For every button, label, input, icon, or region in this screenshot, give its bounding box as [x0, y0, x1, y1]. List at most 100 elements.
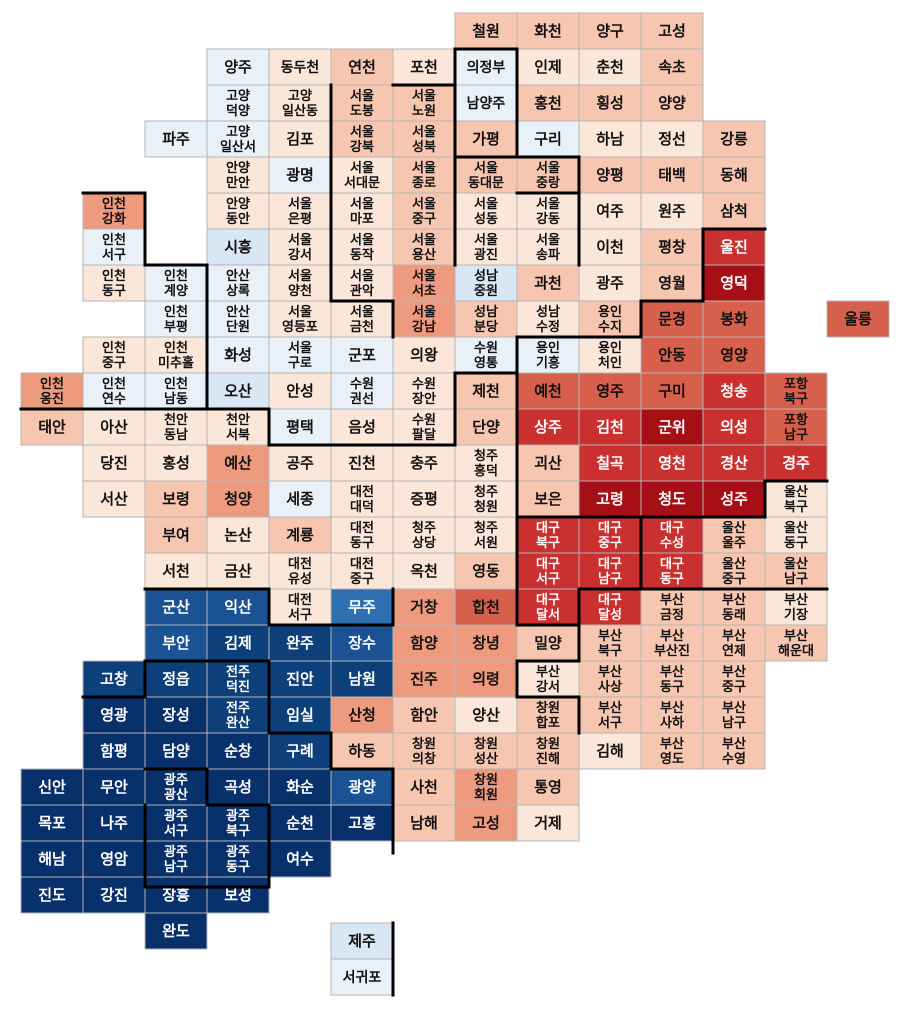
- district-label: 충주: [410, 454, 438, 472]
- district-label: 과천: [534, 274, 562, 292]
- district-tile-fill: [330, 696, 394, 734]
- district-label: 이천: [596, 238, 624, 256]
- district-tile: 대구 중구: [578, 516, 642, 554]
- district-tile: 공주: [268, 444, 332, 482]
- district-label: 철원: [472, 22, 500, 40]
- district-label: 보령: [162, 490, 190, 508]
- district-label: 장성: [162, 706, 190, 724]
- district-tile: 홍천: [516, 84, 580, 122]
- district-label: 인천 계양: [164, 268, 188, 299]
- district-label: 고성: [658, 22, 686, 40]
- district-tile-fill: [702, 696, 766, 734]
- district-tile: 안양 만안: [206, 156, 270, 194]
- district-tile: 영동: [454, 552, 518, 590]
- district-tile: 서울 서초: [392, 264, 456, 302]
- district-label: 청주 상당: [412, 520, 436, 551]
- district-tile: 청주 청원: [454, 480, 518, 518]
- district-tile: 대구 남구: [578, 552, 642, 590]
- district-tile: 인천 서구: [82, 228, 146, 266]
- district-label: 증평: [410, 490, 438, 508]
- district-label: 용인 기흥: [536, 340, 560, 371]
- district-tile: 부산 기장: [764, 588, 828, 626]
- district-tile: 화순: [268, 768, 332, 806]
- district-tile: 가평: [454, 120, 518, 158]
- district-tile: 신안: [20, 768, 84, 806]
- district-tile: 부산 수영: [702, 732, 766, 770]
- district-tile: 봉화: [702, 300, 766, 338]
- district-label: 대전 대덕: [350, 484, 374, 515]
- district-tile: 단양: [454, 408, 518, 446]
- district-tile: 대구 동구: [640, 552, 704, 590]
- district-label: 울산 울주: [722, 520, 746, 551]
- district-tile: 진안: [268, 660, 332, 698]
- district-tile-fill: [268, 156, 332, 194]
- district-tile-fill: [20, 840, 84, 878]
- district-tile: 서울 종로: [392, 156, 456, 194]
- district-label: 홍성: [162, 454, 190, 472]
- district-tile: 당진: [82, 444, 146, 482]
- district-tile-fill: [454, 408, 518, 446]
- district-tile: 양주: [206, 48, 270, 86]
- district-tile: 장수: [330, 624, 394, 662]
- district-tile-fill: [454, 336, 518, 374]
- district-tile-fill: [578, 696, 642, 734]
- district-tile: 고령: [578, 480, 642, 518]
- district-tile: 영천: [640, 444, 704, 482]
- district-label: 창원 회원: [474, 772, 498, 803]
- district-tile-fill: [702, 732, 766, 770]
- district-tile: 산청: [330, 696, 394, 734]
- district-tile: 서울 강서: [268, 228, 332, 266]
- district-label: 대구 중구: [598, 521, 622, 551]
- district-tile: 수원 영통: [454, 336, 518, 374]
- district-label: 부안: [162, 634, 190, 652]
- district-tile: 아산: [82, 408, 146, 446]
- district-label: 화천: [534, 22, 562, 40]
- district-label: 울릉: [844, 310, 872, 328]
- district-label: 안성: [286, 382, 314, 400]
- district-label: 평창: [658, 238, 686, 256]
- district-tile-fill: [330, 84, 394, 122]
- district-tile: 부산 해운대: [764, 624, 828, 662]
- district-label: 광주 서구: [164, 809, 188, 839]
- district-tile: 동두천: [268, 48, 332, 86]
- district-tile: 함양: [392, 624, 456, 662]
- district-tile: 금산: [206, 552, 270, 590]
- district-tile: 의성: [702, 408, 766, 446]
- district-tile-fill: [330, 336, 394, 374]
- district-tile-fill: [82, 876, 146, 914]
- district-tile-fill: [330, 804, 394, 842]
- district-label: 부산 영도: [660, 736, 684, 767]
- district-tile-fill: [82, 660, 146, 698]
- district-tile: 김제: [206, 624, 270, 662]
- district-label: 남양주: [467, 95, 506, 112]
- district-tile: 청양: [206, 480, 270, 518]
- district-tile: 천안 동남: [144, 408, 208, 446]
- district-label: 울산 남구: [784, 556, 808, 587]
- district-tile-fill: [702, 192, 766, 230]
- district-label: 수원 장안: [412, 377, 436, 407]
- district-tile: 칠곡: [578, 444, 642, 482]
- district-tile: 서울 금천: [330, 300, 394, 338]
- district-tile-fill: [206, 804, 270, 842]
- district-tile: 창원 성산: [454, 732, 518, 770]
- district-tile: 익산: [206, 588, 270, 626]
- district-label: 하동: [348, 742, 376, 760]
- district-tile: 부산 사상: [578, 660, 642, 698]
- district-label: 부산 기장: [784, 592, 808, 623]
- district-tile: 서울 강동: [516, 192, 580, 230]
- district-label: 아산: [100, 418, 128, 436]
- district-label: 장흥: [162, 886, 190, 904]
- district-label: 성남 수정: [536, 304, 560, 335]
- district-label: 서산: [100, 490, 128, 508]
- district-label: 고성: [472, 814, 500, 832]
- district-label: 거창: [410, 598, 438, 616]
- district-tile-fill: [82, 408, 146, 446]
- district-tile: 파주: [144, 120, 208, 158]
- district-tile: 전주 완산: [206, 696, 270, 734]
- district-tile: 대구 달성: [578, 588, 642, 626]
- district-label: 제주: [348, 932, 376, 950]
- district-label: 서울 송파: [536, 232, 560, 263]
- district-tile-fill: [640, 372, 704, 410]
- district-label: 대전 서구: [288, 592, 312, 623]
- district-tile-fill: [702, 624, 766, 662]
